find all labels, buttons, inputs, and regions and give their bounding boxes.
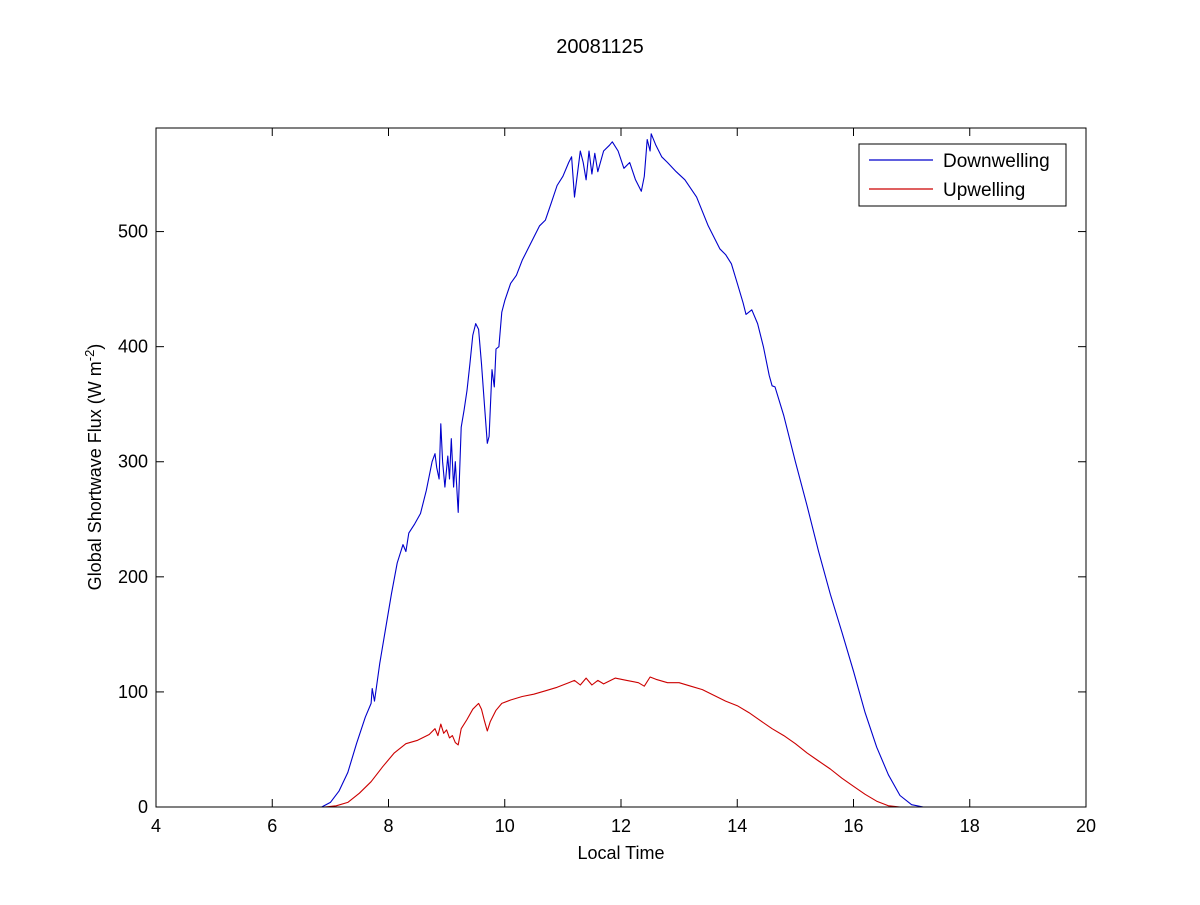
x-tick-label: 8 xyxy=(383,816,393,836)
y-axis-label-text: Global Shortwave Flux (W m xyxy=(85,361,105,590)
x-tick-label: 18 xyxy=(960,816,980,836)
y-axis-label-superscript: -2 xyxy=(82,350,97,362)
y-tick-label: 0 xyxy=(138,797,148,817)
legend-box xyxy=(858,143,1067,207)
x-tick-label: 14 xyxy=(727,816,747,836)
x-tick-label: 16 xyxy=(843,816,863,836)
y-tick-label: 100 xyxy=(118,682,148,702)
x-tick-label: 20 xyxy=(1076,816,1096,836)
x-axis-label: Local Time xyxy=(577,843,664,863)
chart-title: 20081125 xyxy=(556,36,644,58)
y-tick-label: 200 xyxy=(118,567,148,587)
series-layer xyxy=(321,133,924,808)
y-tick-label: 500 xyxy=(118,222,148,242)
series-line-upwelling xyxy=(324,676,901,808)
legend: Downwelling Upwelling xyxy=(858,143,1067,207)
y-tick-label: 400 xyxy=(118,337,148,357)
y-axis-label-close: ) xyxy=(85,344,105,350)
x-tick-label: 10 xyxy=(495,816,515,836)
x-tick-label: 6 xyxy=(267,816,277,836)
series-line-downwelling xyxy=(321,133,924,808)
ticks-layer xyxy=(155,128,1087,808)
x-tick-label: 12 xyxy=(611,816,631,836)
legend-label-downwelling: Downwelling xyxy=(943,151,1050,172)
plot-area xyxy=(156,128,1086,807)
y-axis-label: Global Shortwave Flux (W m-2) xyxy=(82,344,105,591)
y-tick-label: 300 xyxy=(118,452,148,472)
legend-label-upwelling: Upwelling xyxy=(943,180,1025,201)
x-tick-label: 4 xyxy=(151,816,161,836)
